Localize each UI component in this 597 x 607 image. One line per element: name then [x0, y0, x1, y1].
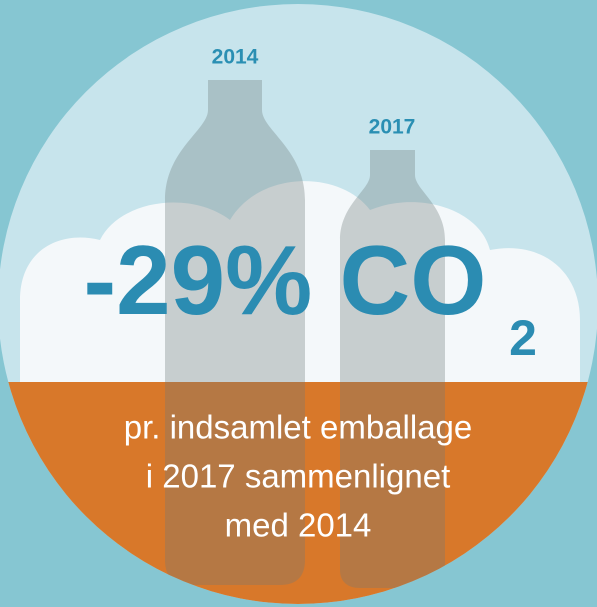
- headline: -29% CO: [83, 225, 486, 335]
- year-label: 2017: [369, 116, 416, 139]
- caption-line: i 2017 sammenlignet: [146, 458, 451, 495]
- caption-line: med 2014: [225, 507, 372, 544]
- caption-line: pr. indsamlet emballage: [124, 409, 473, 446]
- headline-subscript: 2: [509, 310, 537, 366]
- bottle-2017: [340, 150, 445, 588]
- bottle-2014: [165, 80, 305, 585]
- year-label: 2014: [212, 46, 259, 69]
- cloud: [20, 181, 580, 385]
